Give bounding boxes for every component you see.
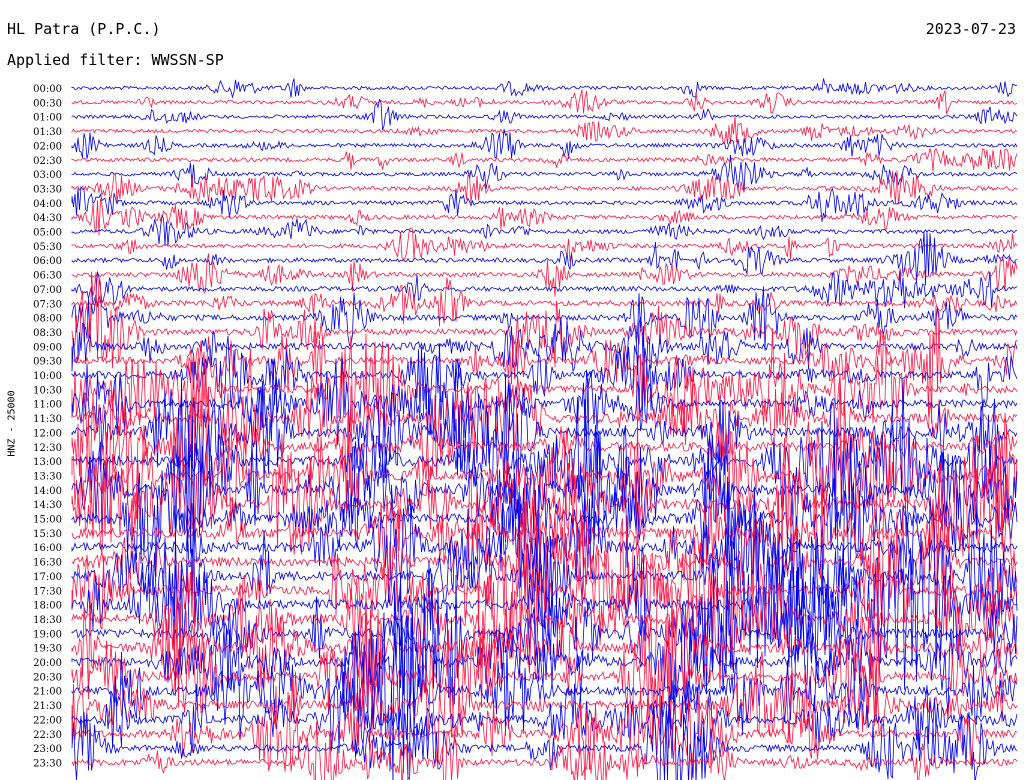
trace-row-1400 [71,414,1018,554]
row-label-0000: 00:00 [33,84,62,95]
station-title: HL Patra (P.P.C.) [7,20,161,38]
trace-row-0030 [71,89,1018,115]
row-label-1300: 13:00 [33,457,62,468]
row-label-0530: 05:30 [33,242,62,253]
row-label-2030: 20:30 [33,672,62,683]
row-label-1330: 13:30 [33,471,62,482]
row-label-1130: 11:30 [33,414,62,425]
trace-row-1800 [71,496,1018,690]
row-label-0430: 04:30 [33,213,62,224]
row-label-1900: 19:00 [33,629,62,640]
row-label-1800: 18:00 [33,601,62,612]
trace-row-0100 [71,98,1018,131]
trace-row-1830 [71,550,1018,689]
row-label-2230: 22:30 [33,730,62,741]
row-label-1730: 17:30 [33,586,62,597]
trace-row-0730 [71,277,1018,327]
trace-row-2330 [71,721,1018,780]
row-label-1700: 17:00 [33,572,62,583]
trace-row-0800 [71,286,1018,351]
row-label-0400: 04:00 [33,199,62,210]
row-label-0730: 07:30 [33,299,62,310]
row-label-0800: 08:00 [33,314,62,325]
row-label-1830: 18:30 [33,615,62,626]
trace-row-1030 [71,328,1018,448]
row-label-0230: 02:30 [33,156,62,167]
trace-row-0930 [71,305,1018,424]
row-label-0130: 01:30 [33,127,62,138]
trace-row-2130 [71,651,1018,764]
row-label-0330: 03:30 [33,184,62,195]
trace-row-0630 [71,253,1018,297]
row-label-0900: 09:00 [33,342,62,353]
row-label-2100: 21:00 [33,687,62,698]
trace-row-0600 [71,231,1018,286]
row-label-2130: 21:30 [33,701,62,712]
row-label-0600: 06:00 [33,256,62,267]
trace-row-1930 [71,574,1018,730]
row-label-0930: 09:30 [33,357,62,368]
row-label-1930: 19:30 [33,644,62,655]
row-label-0630: 06:30 [33,271,62,282]
trace-row-0300 [71,154,1018,193]
trace-row-1600 [71,484,1018,608]
filter-label: Applied filter: WWSSN-SP [7,51,224,69]
trace-row-1230 [71,362,1018,530]
seismic-traces [71,78,1018,780]
row-label-0030: 00:30 [33,98,62,109]
row-label-1000: 10:00 [33,371,62,382]
trace-row-2200 [71,671,1018,758]
trace-row-1500 [71,433,1018,606]
trace-row-1700 [71,476,1018,669]
trace-row-1130 [71,348,1018,478]
row-label-0300: 03:00 [33,170,62,181]
trace-row-1300 [71,378,1018,538]
trace-row-0530 [71,227,1018,262]
trace-row-1000 [71,326,1018,415]
row-label-1400: 14:00 [33,486,62,497]
row-label-1600: 16:00 [33,543,62,554]
row-label-1630: 16:30 [33,558,62,569]
trace-row-0700 [71,271,1018,309]
trace-row-1530 [71,437,1018,618]
trace-row-0830 [71,271,1018,369]
row-label-0830: 08:30 [33,328,62,339]
row-label-0500: 05:00 [33,228,62,239]
row-label-2330: 23:30 [33,758,62,769]
trace-row-0000 [71,78,1018,99]
row-label-0200: 02:00 [33,141,62,152]
row-label-1200: 12:00 [33,428,62,439]
trace-row-0200 [71,128,1018,160]
record-date: 2023-07-23 [925,20,1016,38]
row-label-2000: 20:00 [33,658,62,669]
trace-row-2100 [71,572,1018,780]
row-label-1500: 15:00 [33,515,62,526]
trace-row-0500 [71,214,1018,246]
trace-row-2300 [71,695,1018,780]
trace-row-0130 [71,116,1018,145]
row-label-1100: 11:00 [33,400,62,411]
row-label-1230: 12:30 [33,443,62,454]
trace-row-0430 [71,198,1018,236]
trace-row-2230 [71,685,1018,780]
time-tick-labels: 00:00 00:30 01:00 01:30 02:00 02:30 03:00 03:30… [33,84,62,769]
trace-row-0400 [71,185,1018,222]
row-label-1530: 15:30 [33,529,62,540]
row-label-1030: 10:30 [33,385,62,396]
row-label-2200: 22:00 [33,715,62,726]
trace-row-0330 [71,170,1018,205]
row-label-1430: 14:30 [33,500,62,511]
row-label-2300: 23:00 [33,744,62,755]
row-label-0700: 07:00 [33,285,62,296]
row-label-0100: 01:00 [33,113,62,124]
trace-row-0230 [71,147,1018,172]
